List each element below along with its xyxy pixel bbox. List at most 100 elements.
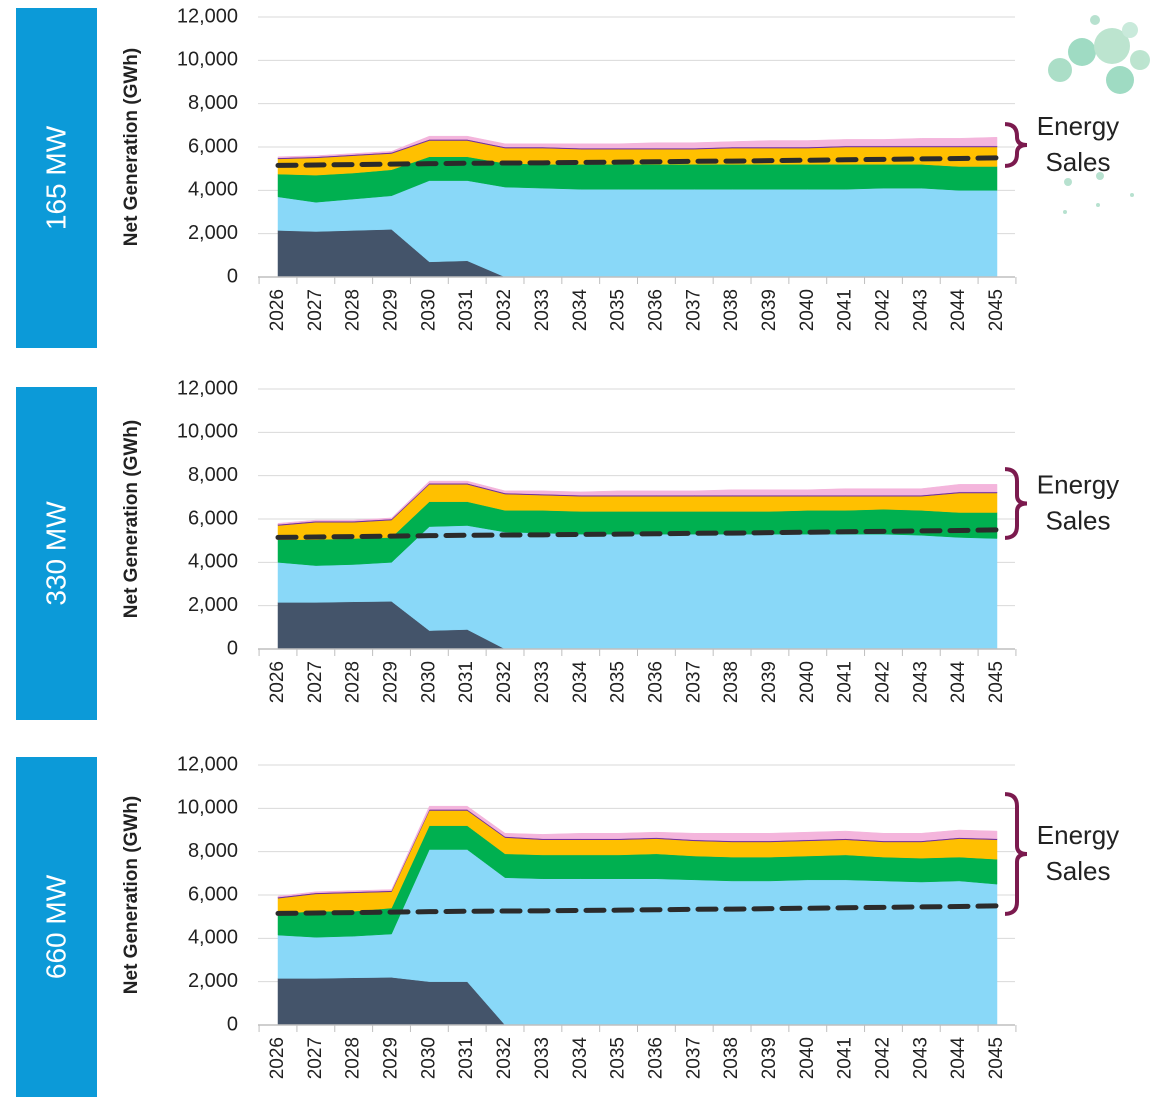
area-segment bbox=[277, 480, 998, 525]
x-tick-label: 2030 bbox=[418, 289, 439, 331]
panel-box bbox=[16, 387, 97, 720]
y-tick-label: 10,000 bbox=[177, 797, 238, 819]
x-tick-label: 2035 bbox=[608, 289, 629, 331]
x-tick-label: 2028 bbox=[343, 289, 364, 331]
x-tick-label: 2041 bbox=[835, 1037, 856, 1079]
sales-line bbox=[275, 155, 1000, 168]
annotation: Sales bbox=[1045, 856, 1110, 886]
x-tick-label: 2027 bbox=[305, 1037, 326, 1079]
annotation: Energy bbox=[1037, 469, 1119, 499]
area-segment bbox=[277, 135, 998, 159]
x-tick-label: 2043 bbox=[910, 1037, 931, 1079]
y-axis-label: Net Generation (GWh) bbox=[121, 796, 142, 994]
x-tick-label: 2042 bbox=[872, 289, 893, 331]
brace bbox=[1004, 792, 1028, 916]
y-axis-label: Net Generation (GWh) bbox=[121, 420, 142, 618]
x-tick-label: 2039 bbox=[759, 1037, 780, 1079]
y-tick-label: 8,000 bbox=[188, 464, 238, 486]
panel-label: 165 MW bbox=[40, 125, 71, 230]
y-tick-label: 12,000 bbox=[177, 377, 238, 399]
y-tick-label: 2,000 bbox=[188, 594, 238, 616]
decoration bbox=[1048, 15, 1150, 214]
x-tick-label: 2041 bbox=[835, 289, 856, 331]
annotation: Sales bbox=[1045, 505, 1110, 535]
x-tick-label: 2034 bbox=[570, 1037, 591, 1080]
x-tick-label: 2029 bbox=[381, 661, 402, 703]
x-tick-label: 2030 bbox=[418, 661, 439, 703]
x-tick-label: 2044 bbox=[948, 289, 969, 332]
y-tick-label: 10,000 bbox=[177, 49, 238, 71]
y-tick-label: 12,000 bbox=[177, 5, 238, 27]
x-tick-label: 2044 bbox=[948, 661, 969, 704]
panel-label: 660 MW bbox=[40, 874, 71, 979]
x-tick-label: 2026 bbox=[267, 289, 288, 331]
x-tick-label: 2028 bbox=[343, 1037, 364, 1079]
x-tick-label: 2029 bbox=[381, 289, 402, 331]
x-tick-label: 2026 bbox=[267, 661, 288, 703]
annotation: Sales bbox=[1045, 147, 1110, 177]
x-tick-label: 2027 bbox=[305, 661, 326, 703]
x-tick-label: 2036 bbox=[645, 661, 666, 703]
y-tick-label: 4,000 bbox=[188, 551, 238, 573]
x-tick-label: 2042 bbox=[872, 1037, 893, 1079]
panel-box bbox=[16, 8, 97, 348]
x-tick-label: 2039 bbox=[759, 289, 780, 331]
brace bbox=[1004, 122, 1028, 168]
y-tick-label: 6,000 bbox=[188, 135, 238, 157]
x-tick-label: 2032 bbox=[494, 289, 515, 331]
x-tick-label: 2029 bbox=[381, 1037, 402, 1079]
y-tick-label: 0 bbox=[227, 265, 238, 287]
y-tick-label: 2,000 bbox=[188, 970, 238, 992]
y-tick-label: 4,000 bbox=[188, 927, 238, 949]
x-tick-label: 2042 bbox=[872, 661, 893, 703]
x-tick-label: 2031 bbox=[456, 289, 477, 331]
y-tick-label: 6,000 bbox=[188, 507, 238, 529]
x-tick-label: 2037 bbox=[683, 289, 704, 331]
x-tick-label: 2028 bbox=[343, 661, 364, 703]
x-tick-label: 2027 bbox=[305, 289, 326, 331]
x-tick-label: 2031 bbox=[456, 1037, 477, 1079]
x-tick-label: 2038 bbox=[721, 1037, 742, 1079]
panel-box bbox=[16, 757, 97, 1097]
y-tick-label: 0 bbox=[227, 1013, 238, 1035]
x-tick-label: 2038 bbox=[721, 289, 742, 331]
sales-line bbox=[275, 527, 1000, 540]
x-tick-label: 2043 bbox=[910, 661, 931, 703]
sales-line bbox=[275, 903, 1000, 916]
area-segment bbox=[277, 805, 998, 898]
x-tick-label: 2033 bbox=[532, 289, 553, 331]
x-tick-label: 2035 bbox=[608, 661, 629, 703]
x-tick-label: 2036 bbox=[645, 1037, 666, 1079]
x-tick-label: 2036 bbox=[645, 289, 666, 331]
x-tick-label: 2031 bbox=[456, 661, 477, 703]
x-tick-label: 2033 bbox=[532, 661, 553, 703]
x-tick-label: 2037 bbox=[683, 1037, 704, 1079]
x-tick-label: 2038 bbox=[721, 661, 742, 703]
x-tick-label: 2030 bbox=[418, 1037, 439, 1079]
y-tick-label: 0 bbox=[227, 637, 238, 659]
x-tick-label: 2045 bbox=[986, 1037, 1007, 1079]
y-tick-label: 12,000 bbox=[177, 753, 238, 775]
x-tick-label: 2044 bbox=[948, 1037, 969, 1080]
x-tick-label: 2034 bbox=[570, 289, 591, 332]
x-tick-label: 2032 bbox=[494, 661, 515, 703]
y-tick-label: 8,000 bbox=[188, 840, 238, 862]
x-tick-label: 2033 bbox=[532, 1037, 553, 1079]
x-tick-label: 2043 bbox=[910, 289, 931, 331]
x-tick-label: 2035 bbox=[608, 1037, 629, 1079]
x-tick-label: 2034 bbox=[570, 661, 591, 704]
x-tick-label: 2041 bbox=[835, 661, 856, 703]
panel-label: 330 MW bbox=[40, 501, 71, 606]
x-tick-label: 2040 bbox=[797, 289, 818, 331]
annotation: Energy bbox=[1037, 111, 1119, 141]
x-tick-label: 2040 bbox=[797, 661, 818, 703]
x-tick-label: 2040 bbox=[797, 1037, 818, 1079]
x-tick-label: 2026 bbox=[267, 1037, 288, 1079]
x-tick-label: 2032 bbox=[494, 1037, 515, 1079]
brace bbox=[1004, 467, 1028, 540]
y-tick-label: 4,000 bbox=[188, 179, 238, 201]
x-tick-label: 2045 bbox=[986, 661, 1007, 703]
x-tick-label: 2039 bbox=[759, 661, 780, 703]
y-tick-label: 6,000 bbox=[188, 883, 238, 905]
